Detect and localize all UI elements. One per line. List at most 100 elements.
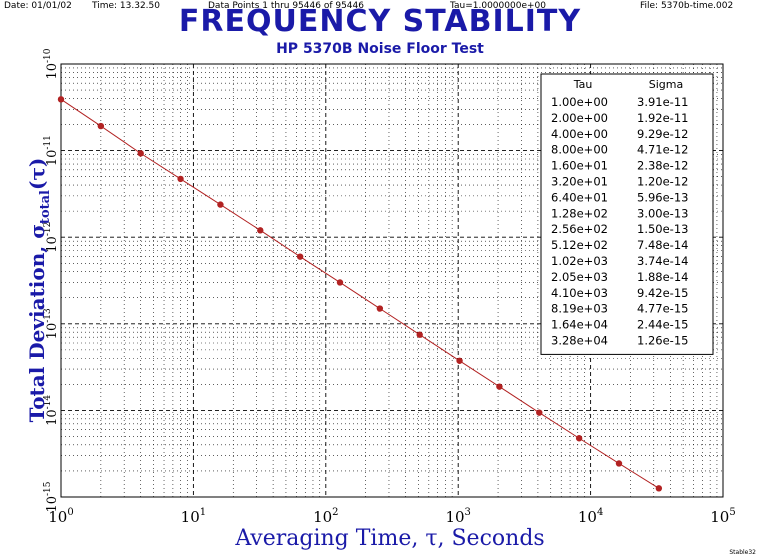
table-cell-tau: 2.05e+03 (551, 270, 608, 284)
data-points (57, 96, 663, 492)
y-tick-base: 10 (45, 63, 60, 80)
data-point (137, 150, 144, 157)
chart-subtitle: HP 5370B Noise Floor Test (276, 41, 484, 57)
x-axis-label: Averaging Time, τ, Seconds (234, 526, 544, 551)
data-point (177, 175, 184, 183)
x-tick-label: 103 (445, 507, 470, 526)
data-point (416, 331, 423, 338)
header-tau: Tau=1.0000000e+00 (450, 1, 546, 11)
data-point (615, 460, 623, 467)
y-tick-text: 10-11 (43, 135, 60, 166)
table-cell-sigma: 4.71e-12 (637, 143, 688, 157)
table-cell-sigma: 7.48e-14 (637, 238, 688, 252)
y-tick-exponent: -15 (43, 481, 53, 496)
table-cell-sigma: 9.42e-15 (637, 286, 688, 300)
table-cell-sigma: 2.44e-15 (637, 318, 688, 332)
y-tick-text: 10-14 (43, 395, 60, 426)
table-cell-tau: 1.60e+01 (551, 159, 608, 173)
plot-border (60, 63, 724, 498)
table-cell-sigma: 1.92e-11 (637, 111, 688, 125)
header-file: File: 5370b-time.002 (640, 1, 734, 11)
y-label-subscript: total (38, 190, 53, 224)
x-tick-base: 10 (48, 508, 67, 526)
y-tick-label: 10-12 (43, 222, 60, 253)
series-line (60, 98, 660, 489)
data-point (456, 357, 463, 364)
x-tick-label: 105 (710, 507, 735, 526)
x-tick-label: 100 (48, 507, 73, 526)
y-tick-base: 10 (45, 323, 60, 340)
data-table: Tau Sigma 1.00e+00 3.91e-11 2.00e+00 1.92e-11… (540, 73, 714, 355)
table-header-sigma: Sigma (649, 78, 683, 91)
y-axis-label: Total Deviation, σtotal(τ) (25, 158, 53, 423)
table-cell-tau: 4.00e+00 (551, 127, 608, 141)
x-tick-base: 10 (578, 508, 597, 526)
y-tick-label: 10-10 (43, 48, 60, 79)
y-tick-exponent: -13 (43, 308, 53, 323)
data-point (536, 409, 543, 416)
table-cell-tau: 8.00e+00 (551, 143, 608, 157)
x-tick-labels: 100 101 102 103 104 105 (48, 507, 735, 526)
y-tick-label: 10-15 (43, 481, 60, 512)
plot-frame (60, 63, 724, 498)
y-tick-label: 10-14 (43, 395, 60, 426)
svg-text:Total Deviation, σtotal(τ): Total Deviation, σtotal(τ) (25, 158, 53, 423)
table-cell-sigma: 9.29e-12 (637, 127, 688, 141)
x-tick-exponent: 5 (729, 507, 735, 518)
table-cell-tau: 3.28e+04 (551, 334, 608, 348)
x-tick-label: 104 (578, 507, 603, 526)
table-cell-tau: 3.20e+01 (551, 175, 608, 189)
data-point (575, 435, 583, 442)
x-tick-base: 10 (710, 508, 729, 526)
table-cell-tau: 1.00e+00 (551, 95, 608, 109)
y-tick-text: 10-12 (43, 222, 60, 253)
table-cell-tau: 6.40e+01 (551, 190, 608, 204)
data-point (257, 227, 264, 234)
table-cell-sigma: 1.26e-15 (637, 334, 688, 348)
x-tick-exponent: 1 (200, 507, 206, 518)
y-tick-exponent: -10 (43, 48, 53, 63)
table-cell-tau: 4.10e+03 (551, 286, 608, 300)
table-cell-sigma: 4.77e-15 (637, 302, 688, 316)
data-point (376, 305, 384, 312)
data-point (97, 122, 105, 130)
data-point (655, 485, 663, 492)
y-tick-text: 10-15 (43, 481, 60, 512)
y-tick-base: 10 (45, 236, 60, 253)
x-tick-base: 10 (445, 508, 464, 526)
y-label-main: Total Deviation, σ (25, 224, 49, 422)
y-tick-text: 10-10 (43, 48, 60, 79)
data-point (296, 253, 304, 260)
y-tick-label: 10-11 (43, 135, 60, 166)
data-point (336, 279, 344, 286)
table-header-tau: Tau (573, 78, 593, 91)
y-tick-exponent: -14 (43, 395, 53, 410)
x-tick-exponent: 3 (465, 507, 471, 518)
table-cell-sigma: 5.96e-13 (637, 190, 688, 204)
header-data-points: Data Points 1 thru 95446 of 95446 (208, 1, 364, 11)
chart-title: FREQUENCY STABILITY (178, 4, 582, 39)
table-cell-tau: 2.56e+02 (551, 222, 608, 236)
table-cell-sigma: 1.50e-13 (637, 222, 688, 236)
x-tick-exponent: 0 (67, 507, 73, 518)
corner-mark: Stable32 (729, 549, 756, 556)
x-tick-label: 102 (313, 507, 338, 526)
y-label-argument: (τ) (25, 158, 49, 190)
y-tick-label: 10-13 (43, 308, 60, 339)
data-point (496, 383, 503, 390)
x-tick-exponent: 2 (332, 507, 338, 518)
table-box (540, 73, 714, 355)
table-cell-tau: 2.00e+00 (551, 111, 608, 125)
x-tick-base: 10 (181, 508, 200, 526)
y-tick-exponent: -12 (43, 222, 53, 237)
table-cell-tau: 1.02e+03 (551, 254, 608, 268)
x-tick-exponent: 4 (597, 507, 603, 518)
table-cell-sigma: 3.74e-14 (637, 254, 688, 268)
header-time: Time: 13.32.50 (92, 1, 160, 11)
table-cell-sigma: 3.00e-13 (637, 206, 688, 220)
data-line (60, 98, 660, 489)
x-tick-base: 10 (313, 508, 332, 526)
table-cell-tau: 1.64e+04 (551, 318, 608, 332)
